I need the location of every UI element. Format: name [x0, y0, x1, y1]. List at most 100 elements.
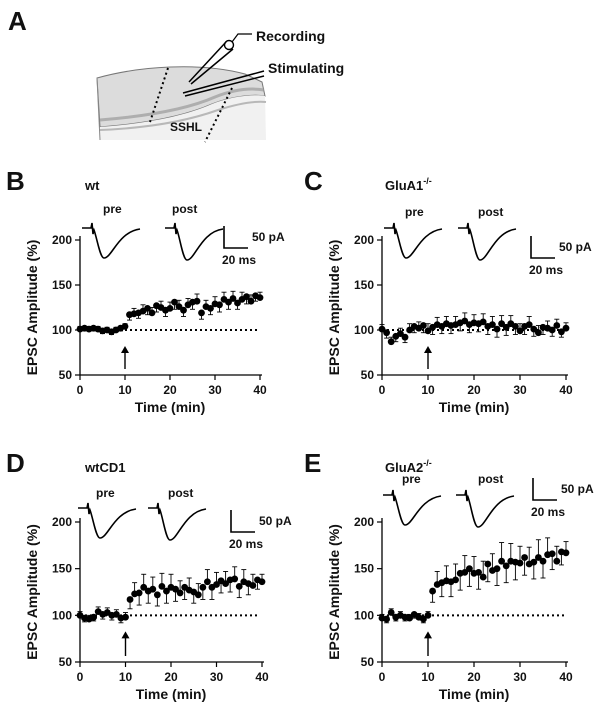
data-point [135, 589, 143, 597]
scale-bar [230, 510, 255, 533]
y-tick-label: 150 [52, 278, 72, 292]
data-point [387, 338, 395, 346]
panel-label: C [304, 166, 323, 196]
data-point [521, 554, 528, 561]
epsc-trace [165, 222, 224, 261]
data-point [562, 324, 570, 332]
data-point [176, 589, 184, 597]
y-tick-label: 150 [354, 278, 374, 292]
panel-label-a: A [8, 6, 27, 36]
data-point [539, 557, 547, 565]
induction-arrowhead [121, 631, 130, 639]
x-tick-label: 40 [559, 670, 573, 684]
y-tick-label: 100 [354, 323, 374, 337]
data-point [397, 330, 404, 337]
data-point [180, 306, 187, 314]
data-point [479, 573, 487, 581]
scale-pa-label: 50 pA [252, 230, 285, 244]
panel-e: E GluA2-/-pre post 50 pA 20 ms 50 100 150 200 0 10… [304, 448, 594, 702]
y-axis-label: EPSC Amplitude (%) [24, 240, 40, 376]
y-tick-label: 200 [52, 515, 72, 529]
x-tick-label: 40 [559, 383, 573, 397]
panel-label: B [6, 166, 25, 196]
data-point [148, 309, 156, 317]
scale-pa-label: 50 pA [559, 240, 592, 254]
data-point [429, 587, 436, 595]
data-point [229, 295, 237, 302]
y-tick-label: 150 [52, 562, 72, 576]
x-tick-label: 40 [255, 670, 269, 684]
epsc-trace [78, 502, 137, 539]
epsc-trace [456, 489, 515, 528]
data-point [498, 557, 505, 565]
x-tick-label: 20 [467, 383, 481, 397]
y-tick-label: 50 [59, 655, 73, 669]
data-point [530, 325, 538, 333]
data-point [113, 611, 120, 618]
data-point [424, 611, 432, 619]
y-tick-label: 50 [59, 368, 73, 382]
y-tick-label: 50 [361, 368, 375, 382]
title-superscript: -/- [423, 176, 432, 186]
data-point [126, 596, 134, 603]
x-tick-label: 10 [119, 670, 133, 684]
data-point [243, 293, 250, 301]
title-superscript: -/- [423, 458, 432, 468]
data-point [406, 326, 413, 334]
data-point [222, 580, 230, 587]
data-point [149, 585, 157, 593]
scale-bar [532, 478, 557, 501]
data-point [199, 583, 207, 591]
x-tick-label: 10 [421, 670, 435, 684]
region-label: SSHL [170, 120, 202, 134]
title-base: GluA1 [385, 178, 423, 193]
data-point [231, 575, 239, 583]
data-point [121, 323, 129, 330]
x-tick-label: 30 [513, 383, 527, 397]
data-point [235, 583, 243, 590]
data-point [512, 323, 519, 330]
scale-bar [530, 236, 555, 259]
data-point [193, 297, 201, 305]
x-tick-label: 30 [513, 670, 527, 684]
data-point [479, 318, 487, 326]
data-point [163, 587, 170, 595]
data-point [484, 560, 492, 568]
chart-title: wt [84, 178, 100, 193]
x-tick-label: 30 [210, 670, 224, 684]
x-axis-label: Time (min) [136, 686, 207, 702]
data-point [461, 317, 469, 325]
data-point [466, 565, 473, 573]
data-point [489, 321, 496, 328]
data-point [249, 582, 257, 589]
y-axis-label: EPSC Amplitude (%) [24, 524, 40, 660]
data-point [461, 569, 469, 576]
data-point [256, 294, 264, 301]
scale-ms-label: 20 ms [222, 253, 256, 267]
data-point [166, 305, 174, 312]
chart-title: wtCD1 [84, 460, 125, 475]
recording-electrode [188, 33, 252, 85]
data-point [475, 569, 482, 576]
data-point [383, 615, 390, 623]
title-base: GluA2 [385, 460, 423, 475]
data-point [247, 297, 255, 305]
x-tick-label: 0 [77, 670, 84, 684]
epsc-trace [458, 222, 517, 261]
data-point [530, 558, 538, 566]
y-tick-label: 100 [52, 608, 72, 622]
recording-label: Recording [256, 28, 325, 44]
x-tick-label: 0 [379, 383, 386, 397]
induction-arrowhead [121, 346, 129, 353]
data-point [535, 554, 542, 561]
data-point [378, 325, 386, 333]
pre-label: pre [402, 472, 421, 486]
data-point [258, 578, 266, 586]
y-tick-label: 100 [52, 323, 72, 337]
data-point [553, 557, 561, 565]
panel-label: D [6, 448, 25, 478]
data-point [452, 576, 459, 584]
induction-arrowhead [424, 631, 432, 639]
panel-a: A SSHL Recording Stimulating [8, 6, 344, 143]
y-tick-label: 200 [354, 233, 374, 247]
